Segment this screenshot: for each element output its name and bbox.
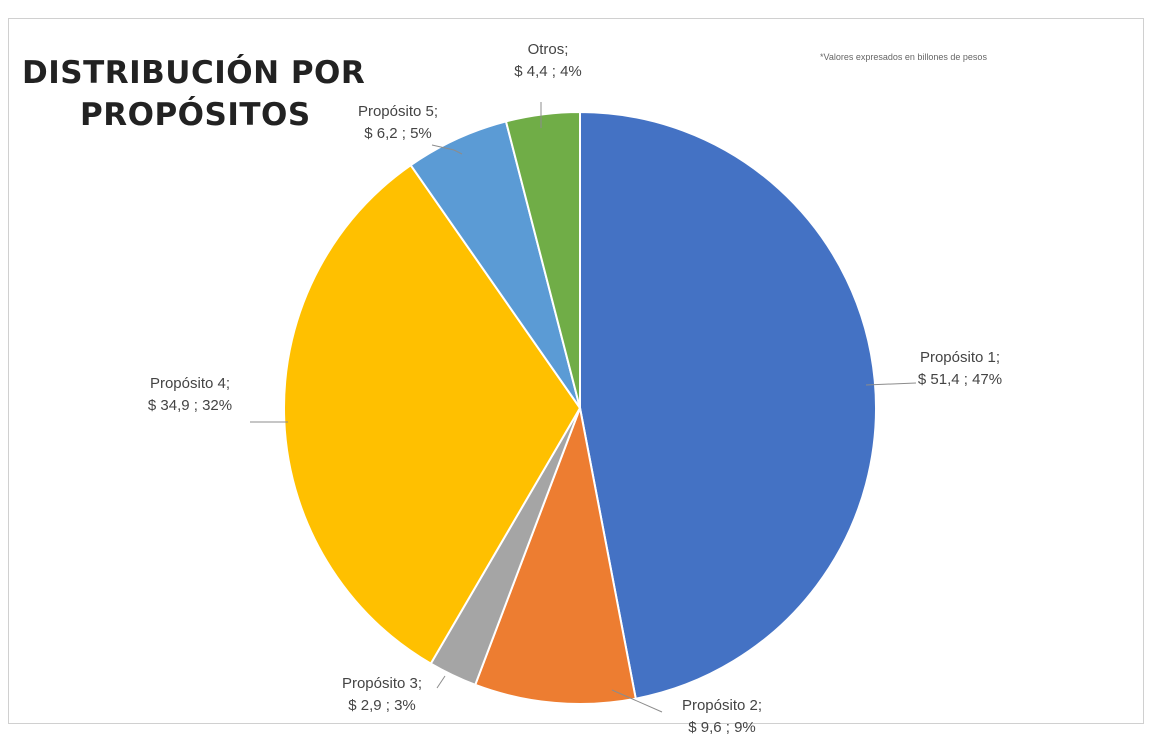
chart-title-line-2: PROPÓSITOS: [80, 97, 311, 133]
leader-line-5: [431, 144, 463, 155]
pie-slice-1: [579, 110, 877, 700]
data-label-3: Propósito 3; $ 2,9 ; 3%: [342, 675, 422, 714]
data-label-name-1: Propósito 1;: [920, 349, 1000, 366]
data-label-name-2: Propósito 2;: [682, 697, 762, 714]
data-label-6: Otros; $ 4,4 ; 4%: [514, 41, 582, 80]
units-note: *Valores expresados en billones de pesos: [820, 52, 987, 62]
data-label-name-3: Propósito 3;: [342, 675, 422, 692]
data-label-value-1: $ 51,4 ; 47%: [918, 371, 1002, 388]
leader-line-3: [436, 675, 446, 689]
data-label-name-4: Propósito 4;: [150, 375, 230, 392]
data-label-value-2: $ 9,6 ; 9%: [688, 719, 756, 736]
data-label-5: Propósito 5; $ 6,2 ; 5%: [358, 103, 438, 142]
data-label-1: Propósito 1; $ 51,4 ; 47%: [918, 349, 1002, 388]
pie-slice-2: [473, 404, 637, 705]
data-label-name-6: Otros;: [528, 41, 569, 58]
data-label-value-3: $ 2,9 ; 3%: [348, 697, 416, 714]
chart-title: DISTRIBUCIÓN POR PROPÓSITOS: [22, 52, 365, 136]
data-label-2: Propósito 2; $ 9,6 ; 9%: [682, 697, 762, 736]
data-label-value-4: $ 34,9 ; 32%: [148, 397, 232, 414]
data-label-name-5: Propósito 5;: [358, 103, 438, 120]
leader-line-1: [865, 382, 917, 386]
pie-slice-6: [504, 110, 581, 409]
chart-title-line-1: DISTRIBUCIÓN POR: [22, 55, 366, 91]
data-label-value-6: $ 4,4 ; 4%: [514, 63, 582, 80]
pie-slice-4: [283, 163, 582, 665]
data-label-value-5: $ 6,2 ; 5%: [364, 125, 432, 142]
data-label-4: Propósito 4; $ 34,9 ; 32%: [148, 375, 232, 414]
leader-line-2: [611, 689, 663, 713]
